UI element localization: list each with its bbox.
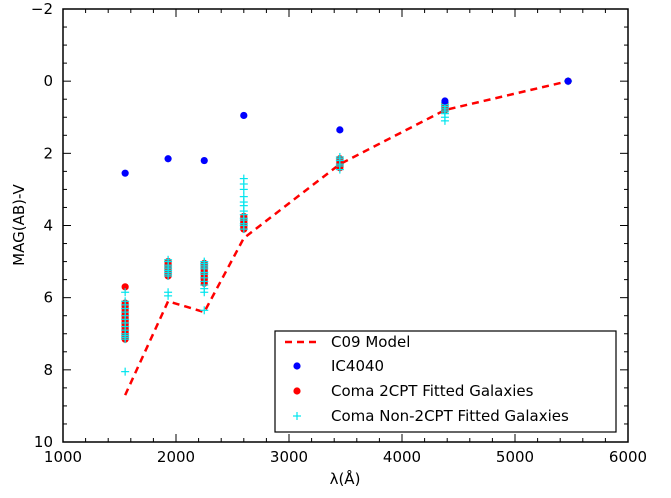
legend-label: IC4040 bbox=[331, 357, 384, 375]
legend-entry: Coma Non-2CPT Fitted Galaxies bbox=[293, 407, 569, 425]
data-point bbox=[164, 155, 172, 163]
series-1 bbox=[121, 77, 572, 177]
data-point-plus bbox=[121, 288, 130, 297]
x-tick-label: 2000 bbox=[157, 448, 195, 466]
data-point bbox=[336, 126, 344, 134]
ticks-layer: 1000 2000 3000 4000 5000 6000 −2 0 2 4 6 8 10 bbox=[31, 0, 647, 466]
y-tick-label: 8 bbox=[43, 361, 53, 379]
legend-label: C09 Model bbox=[331, 333, 410, 351]
y-tick-label: −2 bbox=[31, 0, 53, 18]
data-point bbox=[564, 77, 572, 85]
plot-frame bbox=[62, 8, 629, 443]
data-point-plus bbox=[200, 288, 209, 297]
x-tick-label: 3000 bbox=[270, 448, 308, 466]
y-axis-label: MAG(AB)-V bbox=[10, 183, 28, 265]
y-tick-label: 0 bbox=[43, 72, 53, 90]
y-tick-label: 10 bbox=[34, 433, 53, 451]
y-tick-label: 2 bbox=[43, 144, 53, 162]
legend-entry: IC4040 bbox=[293, 357, 384, 375]
legend-swatch bbox=[293, 387, 301, 395]
data-point bbox=[121, 283, 129, 291]
legend-label: Coma 2CPT Fitted Galaxies bbox=[331, 382, 534, 400]
data-point-plus bbox=[164, 291, 173, 300]
legend-entry: Coma 2CPT Fitted Galaxies bbox=[293, 382, 534, 400]
x-tick-label: 4000 bbox=[383, 448, 421, 466]
data-point bbox=[121, 169, 129, 177]
series-layer bbox=[121, 77, 573, 396]
data-point-plus bbox=[164, 272, 173, 281]
data-point-plus bbox=[440, 116, 449, 125]
legend-box bbox=[274, 330, 617, 433]
y-tick-label: 6 bbox=[43, 289, 53, 307]
data-point-plus bbox=[239, 225, 248, 234]
x-axis-label: λ(Å) bbox=[330, 469, 361, 488]
data-point bbox=[441, 97, 449, 105]
legend-label: Coma Non-2CPT Fitted Galaxies bbox=[331, 407, 569, 425]
data-point-plus bbox=[121, 335, 130, 344]
legend-swatch bbox=[293, 412, 301, 420]
data-point bbox=[240, 111, 248, 120]
legend-swatch bbox=[293, 362, 301, 370]
data-point-plus bbox=[239, 185, 248, 194]
data-point-plus bbox=[335, 165, 344, 174]
x-tick-label: 5000 bbox=[496, 448, 534, 466]
legend: C09 Model IC4040 Coma 2CPT Fitted Galaxies… bbox=[274, 330, 617, 433]
series-3 bbox=[121, 77, 573, 376]
y-tick-label: 4 bbox=[43, 217, 53, 235]
data-point-plus bbox=[200, 306, 209, 315]
legend-entry: C09 Model bbox=[285, 333, 410, 351]
data-point-plus bbox=[121, 367, 130, 376]
x-tick-label: 1000 bbox=[44, 448, 82, 466]
data-point bbox=[200, 156, 208, 165]
x-tick-label: 6000 bbox=[609, 448, 647, 466]
